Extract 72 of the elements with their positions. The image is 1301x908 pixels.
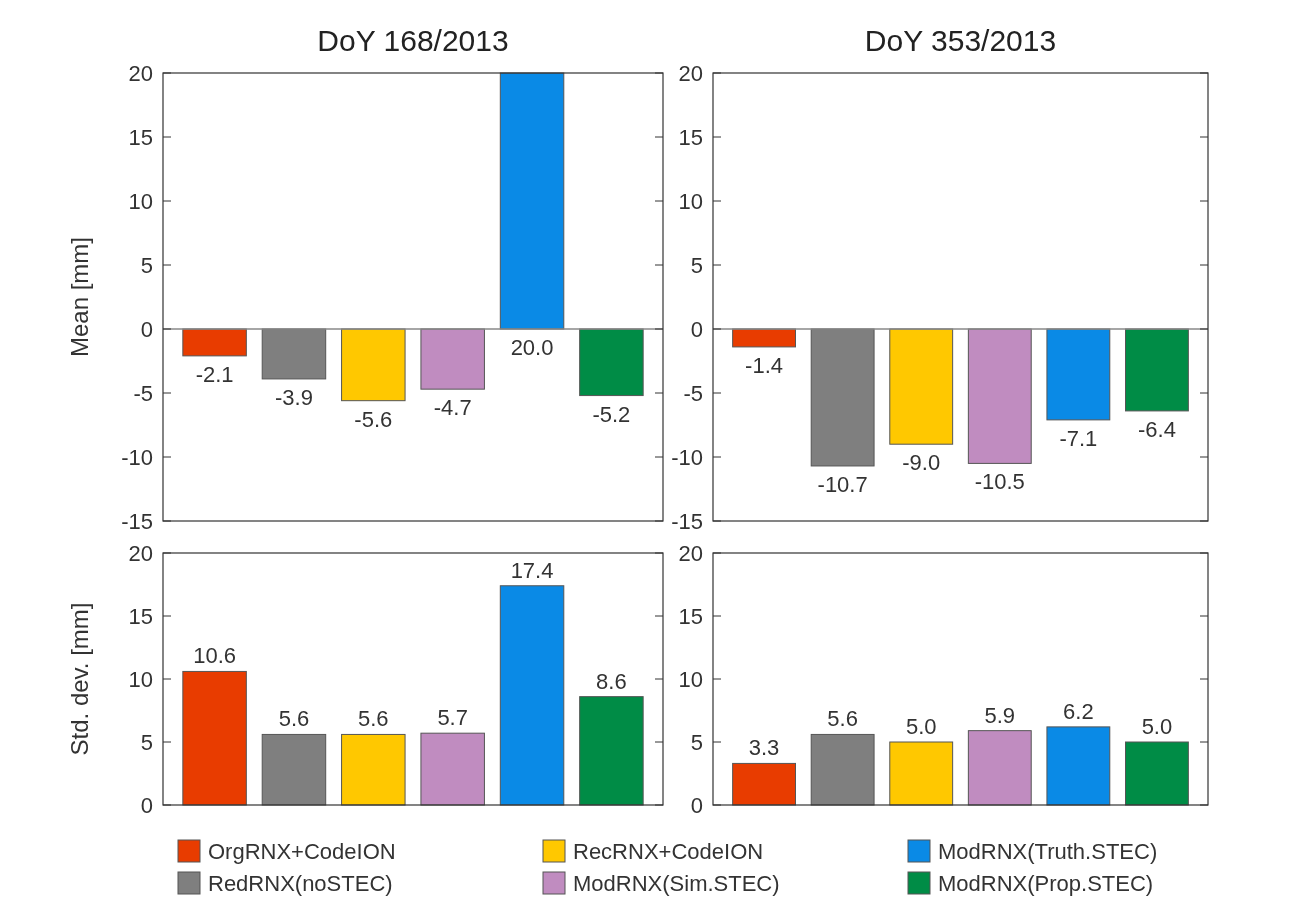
legend-label: ModRNX(Prop.STEC) <box>938 870 1154 896</box>
bar <box>889 741 954 806</box>
chart-title: DoY 168/2013 <box>317 24 509 57</box>
data-label: 8.6 <box>596 668 627 694</box>
data-label: 5.6 <box>827 706 858 732</box>
data-label: 6.2 <box>1063 698 1094 724</box>
y-tick-label: 15 <box>678 124 703 150</box>
data-label: 5.0 <box>1141 714 1173 739</box>
data-label: 5.0 <box>905 714 937 739</box>
bar <box>579 696 644 806</box>
bar <box>499 585 565 806</box>
data-label: -4.7 <box>433 395 472 421</box>
data-label: -1.4 <box>745 352 784 378</box>
y-tick-label: 15 <box>128 124 153 150</box>
data-label: 5.6 <box>278 706 310 732</box>
bar <box>261 733 327 806</box>
data-label: -7.1 <box>1059 425 1098 451</box>
y-tick-label: 0 <box>140 792 153 818</box>
y-axis-title: Std. dev. [mm] <box>66 602 93 756</box>
y-tick-label: 10 <box>678 666 703 692</box>
y-tick-label: 20 <box>678 540 703 566</box>
y-tick-label: 10 <box>128 188 153 214</box>
bar <box>420 732 485 806</box>
data-label: -5.6 <box>354 406 393 432</box>
y-tick-label: -5 <box>683 380 703 406</box>
bar <box>341 733 406 806</box>
legend-label: OrgRNX+CodeION <box>208 838 396 864</box>
y-tick-label: 0 <box>140 316 153 342</box>
data-label: 5.9 <box>984 702 1016 728</box>
data-label: -2.1 <box>195 361 234 387</box>
y-tick-label: 5 <box>140 252 153 278</box>
bar <box>967 730 1032 806</box>
data-label: -9.0 <box>902 450 941 476</box>
bar <box>1046 726 1111 806</box>
y-tick-label: 10 <box>678 188 703 214</box>
y-tick-label: -10 <box>671 444 703 470</box>
bar <box>810 733 875 806</box>
data-label: -6.4 <box>1137 416 1176 442</box>
legend-label: ModRNX(Truth.STEC) <box>938 838 1158 864</box>
y-tick-label: 15 <box>128 603 153 629</box>
data-label: -10.7 <box>817 471 868 497</box>
data-label: -3.9 <box>274 384 313 410</box>
y-tick-label: -15 <box>671 508 703 534</box>
bar <box>732 762 796 806</box>
y-tick-label: 5 <box>690 252 703 278</box>
data-label: -5.2 <box>592 401 631 427</box>
data-label: 5.7 <box>437 705 468 731</box>
y-tick-label: 20 <box>678 60 703 86</box>
y-axis-title: Mean [mm] <box>66 236 93 358</box>
bar <box>1125 741 1189 806</box>
y-tick-label: 20 <box>128 540 153 566</box>
data-label: 17.4 <box>510 557 554 583</box>
y-tick-label: 10 <box>128 666 153 692</box>
data-label: 20.0 <box>510 335 554 360</box>
data-label: 10.6 <box>193 643 236 669</box>
y-tick-label: 15 <box>678 603 703 629</box>
legend-label: RedRNX(noSTEC) <box>208 870 393 896</box>
data-label: -10.5 <box>974 469 1025 495</box>
y-tick-label: -5 <box>133 380 153 406</box>
y-tick-label: 0 <box>690 316 703 342</box>
y-tick-label: -15 <box>121 508 153 534</box>
legend-label: ModRNX(Sim.STEC) <box>573 870 780 896</box>
y-tick-label: -10 <box>121 444 153 470</box>
y-tick-label: 0 <box>690 792 703 818</box>
chart-title: DoY 353/2013 <box>864 24 1057 57</box>
y-tick-label: 5 <box>140 729 153 755</box>
bar <box>182 670 247 806</box>
legend-label: RecRNX+CodeION <box>573 838 764 864</box>
data-label: 3.3 <box>748 735 780 761</box>
y-tick-label: 5 <box>690 729 703 755</box>
data-label: 5.6 <box>358 706 389 732</box>
y-tick-label: 20 <box>128 60 153 86</box>
